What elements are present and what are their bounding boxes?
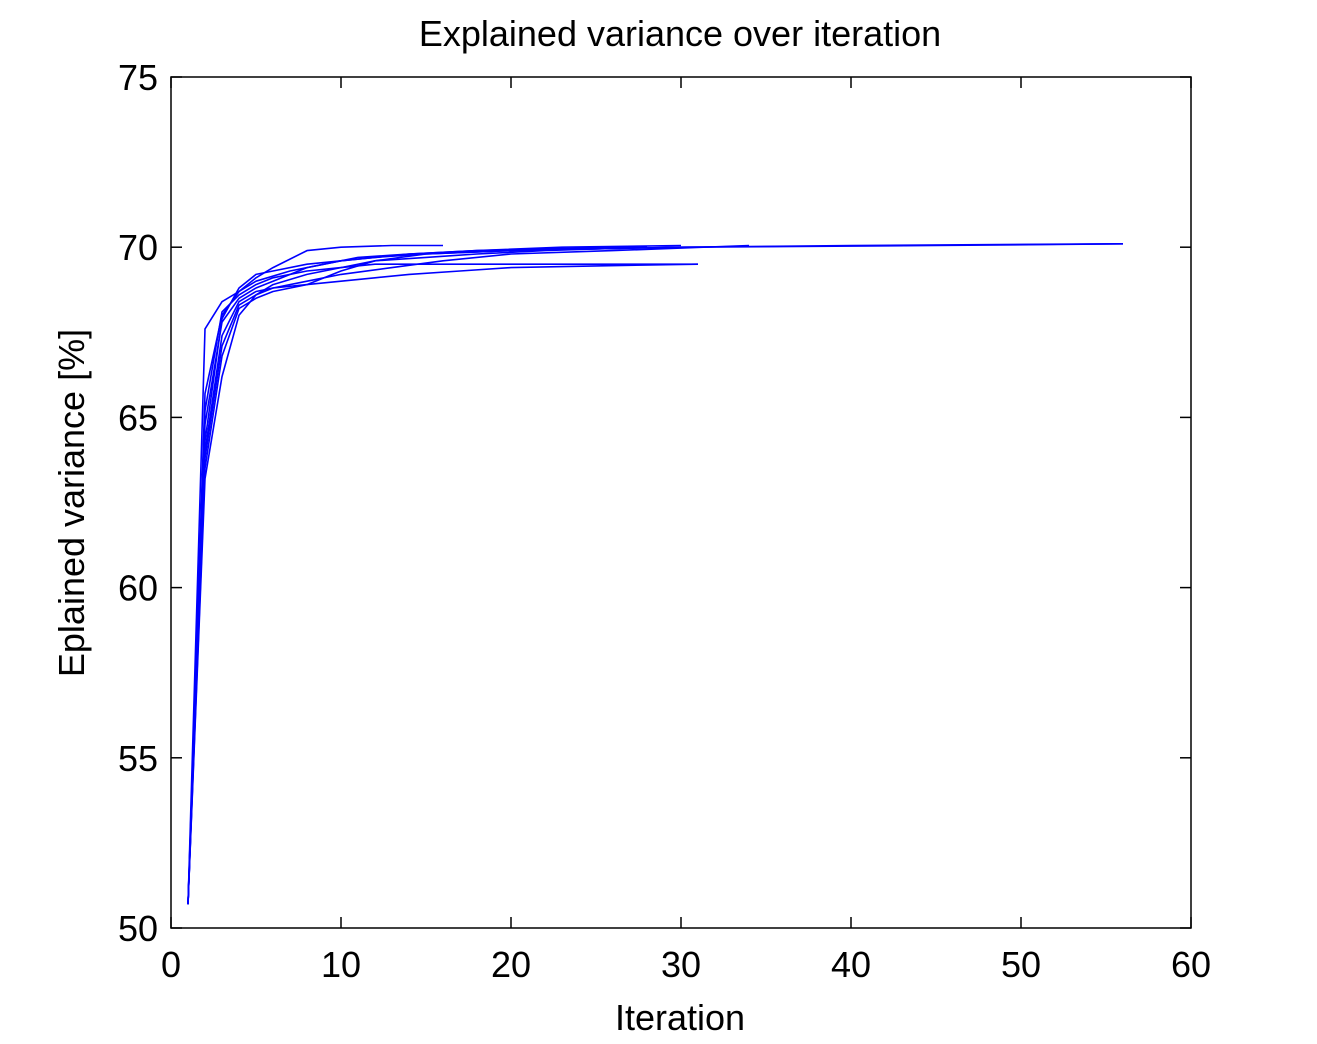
- y-tick-label-70: 70: [118, 227, 158, 268]
- x-tick-label-0: 0: [161, 944, 181, 985]
- series-line-7: [187, 263, 698, 905]
- y-tick-label-75: 75: [118, 57, 158, 98]
- plot-area-frame: [170, 76, 1192, 929]
- x-tick-label-30: 30: [661, 944, 701, 985]
- x-tick-label-40: 40: [831, 944, 871, 985]
- series-line-9: [187, 244, 682, 905]
- plot-lines: [187, 243, 1124, 905]
- series-line-6: [187, 244, 750, 905]
- x-tick-label-20: 20: [491, 944, 531, 985]
- series-line-2: [187, 243, 1124, 905]
- chart-title: Explained variance over iteration: [419, 13, 941, 54]
- y-tick-label-65: 65: [118, 397, 158, 438]
- y-axis-label: Eplained variance [%]: [51, 329, 92, 677]
- x-tick-label-50: 50: [1001, 944, 1041, 985]
- y-ticks: 50 55 60 65 70 75: [118, 57, 1191, 949]
- y-tick-label-50: 50: [118, 908, 158, 949]
- series-line-5: [187, 246, 648, 905]
- y-tick-label-55: 55: [118, 738, 158, 779]
- x-axis-label: Iteration: [615, 997, 745, 1038]
- x-ticks: 0 10 20 30 40 50 60: [161, 77, 1211, 985]
- series-line-4: [187, 246, 631, 905]
- series-line-3: [187, 263, 699, 905]
- y-tick-label-60: 60: [118, 568, 158, 609]
- series-line-8: [187, 243, 1124, 905]
- x-tick-label-10: 10: [321, 944, 361, 985]
- x-tick-label-60: 60: [1171, 944, 1211, 985]
